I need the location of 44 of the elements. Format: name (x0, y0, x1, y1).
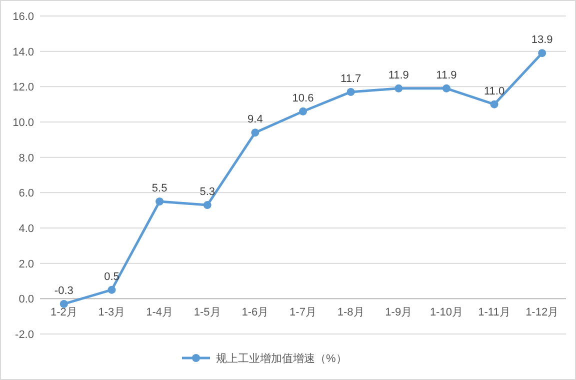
y-tick-label: 0.0 (18, 294, 34, 306)
y-tick-label: 2.0 (18, 258, 34, 270)
data-label: 11.7 (340, 72, 362, 85)
point (394, 84, 403, 92)
data-label: 5.3 (200, 186, 216, 198)
point (299, 107, 307, 116)
data-label: 10.6 (292, 92, 314, 104)
point (442, 84, 450, 92)
point (251, 128, 260, 137)
x-tick-label: 1-8月 (337, 306, 364, 319)
y-tick-label: 14.0 (12, 46, 34, 58)
point (156, 198, 164, 206)
point (538, 49, 546, 58)
legend: 规上工业增加值增速（%） (182, 353, 347, 365)
x-tick-label: 1-7月 (290, 306, 316, 319)
data-label: 9.4 (248, 114, 263, 126)
x-tick-label: 1-10月 (430, 306, 463, 319)
data-label: -0.3 (54, 284, 74, 297)
data-label: 5.5 (152, 182, 168, 194)
point (346, 88, 355, 96)
point (60, 300, 68, 308)
x-tick-label: 1-2月 (50, 306, 78, 319)
data-label: 11.9 (436, 69, 457, 82)
data-label: 13.9 (531, 34, 553, 46)
data-label: 11.9 (388, 69, 409, 82)
y-tick-label: 10.0 (12, 117, 34, 129)
legend-label: 规上工业增加值增速（%） (216, 352, 347, 365)
x-tick-label: 1-5月 (194, 306, 221, 319)
y-tick-label: 6.0 (18, 188, 34, 200)
point (490, 100, 498, 108)
y-tick-label: 8.0 (18, 152, 34, 164)
y-tick-label: -2.0 (15, 329, 34, 341)
x-tick-label: 1-11月 (478, 306, 510, 319)
x-tick-label: 1-6月 (242, 306, 269, 319)
data-label: 11.0 (484, 85, 505, 98)
x-tick-label: 1-12月 (526, 306, 559, 319)
x-tick-label: 1-4月 (146, 306, 173, 319)
x-tick-label: 1-9月 (385, 306, 412, 319)
point (203, 201, 212, 210)
x-tick-label: 1-3月 (98, 306, 126, 319)
y-tick-label: 4.0 (18, 223, 34, 235)
y-tick-label: 12.0 (12, 82, 34, 94)
y-tick-label: 16.0 (12, 11, 34, 23)
point (108, 286, 116, 294)
